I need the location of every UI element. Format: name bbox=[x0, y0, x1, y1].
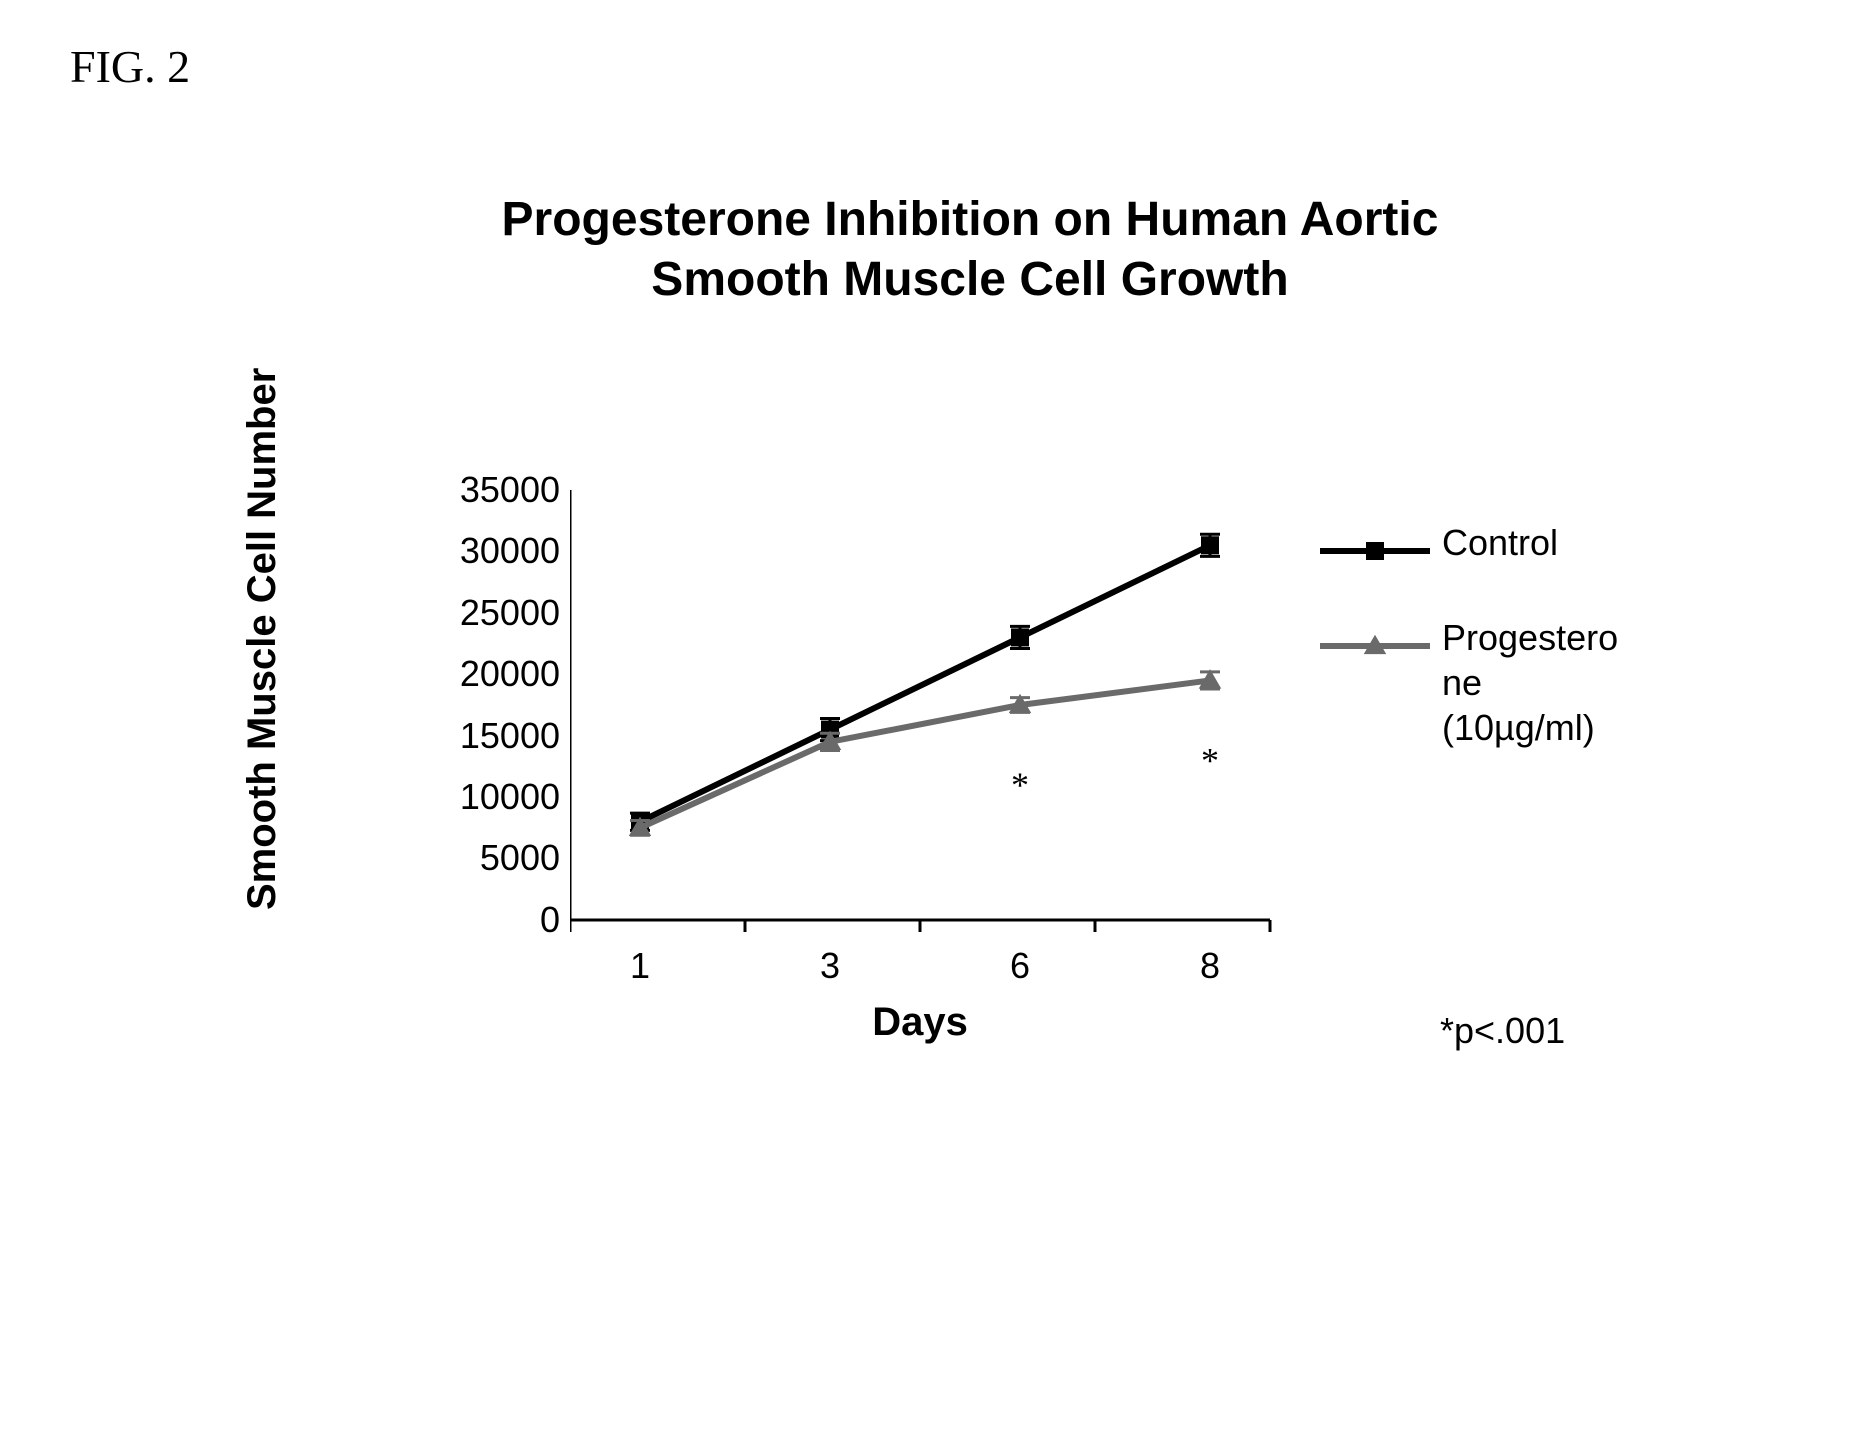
x-tick-label: 6 bbox=[990, 945, 1050, 987]
x-tick-label: 3 bbox=[800, 945, 860, 987]
series-line bbox=[640, 545, 1210, 821]
y-tick-label: 0 bbox=[390, 899, 560, 941]
page: FIG. 2 Progesterone Inhibition on Human … bbox=[0, 0, 1850, 1434]
legend-label: Control bbox=[1442, 520, 1558, 565]
y-tick-label: 25000 bbox=[390, 592, 560, 634]
legend-swatch bbox=[1320, 530, 1430, 550]
y-tick-label: 5000 bbox=[390, 837, 560, 879]
legend-label: Progesterone(10µg/ml) bbox=[1442, 615, 1618, 750]
chart-title: Progesterone Inhibition on Human Aortic … bbox=[470, 190, 1470, 310]
data-marker bbox=[1201, 536, 1219, 554]
chart-plot: ** bbox=[570, 490, 1310, 960]
y-tick-label: 30000 bbox=[390, 530, 560, 572]
significance-mark: * bbox=[1201, 741, 1219, 781]
x-axis-label: Days bbox=[570, 1000, 1270, 1045]
legend-swatch bbox=[1320, 625, 1430, 645]
x-tick-label: 1 bbox=[610, 945, 670, 987]
series-line bbox=[640, 680, 1210, 827]
chart-container: Progesterone Inhibition on Human Aortic … bbox=[260, 190, 1780, 1190]
significance-mark: * bbox=[1011, 765, 1029, 805]
figure-label: FIG. 2 bbox=[70, 40, 190, 93]
y-axis-label: Smooth Muscle Cell Number bbox=[240, 368, 285, 910]
y-tick-label: 20000 bbox=[390, 653, 560, 695]
data-marker bbox=[1011, 628, 1029, 646]
significance-footnote: *p<.001 bbox=[1440, 1010, 1565, 1052]
legend-item: Progesterone(10µg/ml) bbox=[1320, 615, 1618, 750]
x-tick-label: 8 bbox=[1180, 945, 1240, 987]
legend: Control Progesterone(10µg/ml) bbox=[1320, 520, 1618, 800]
y-tick-label: 10000 bbox=[390, 776, 560, 818]
y-tick-label: 35000 bbox=[390, 469, 560, 511]
legend-item: Control bbox=[1320, 520, 1618, 565]
y-tick-label: 15000 bbox=[390, 715, 560, 757]
